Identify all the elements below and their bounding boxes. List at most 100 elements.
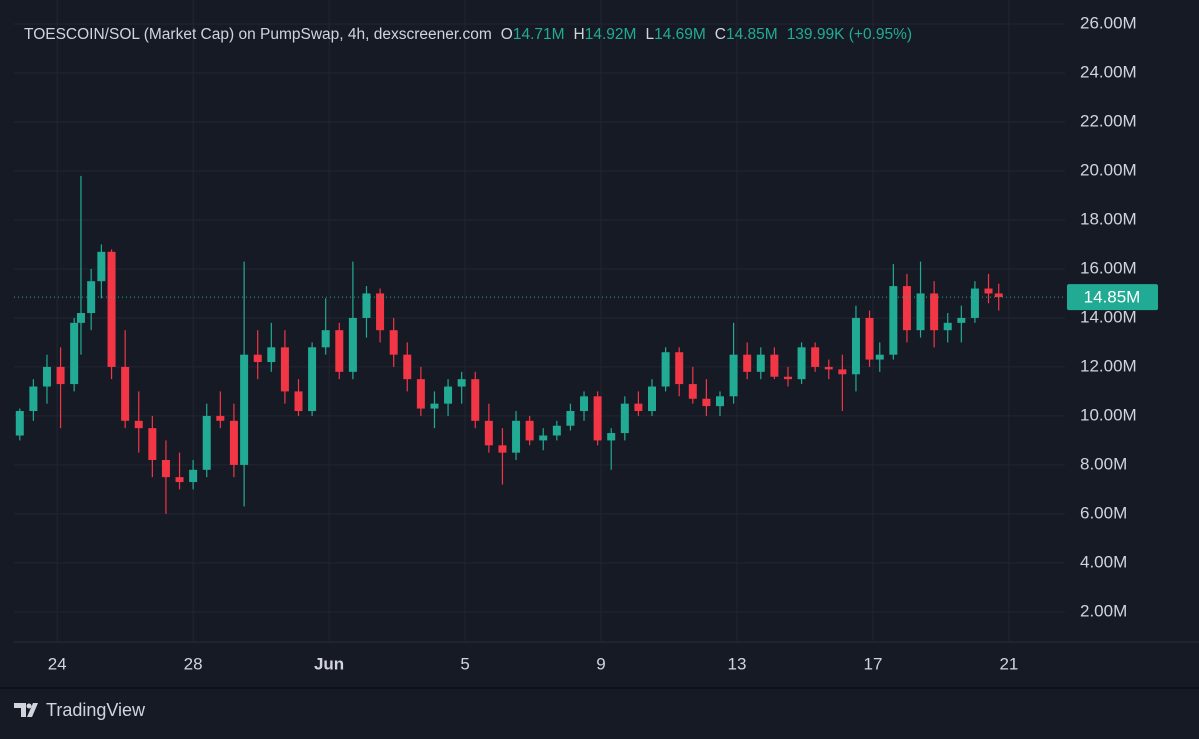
candle-body	[756, 354, 765, 372]
candle-body	[675, 352, 684, 385]
candle-body	[916, 293, 925, 331]
candle-body	[175, 477, 184, 483]
ohlc-label: H	[574, 26, 585, 43]
candle-body	[838, 369, 847, 375]
candle-body	[308, 347, 317, 412]
candle-body	[56, 366, 65, 385]
legend-header: TOESCOIN/SOL (Market Cap) on PumpSwap, 4…	[24, 26, 912, 43]
candle-body	[902, 286, 911, 331]
candle-body	[280, 347, 289, 392]
y-tick-label: 16.00M	[1080, 258, 1137, 277]
candle-body	[335, 330, 344, 372]
candle-body	[348, 317, 357, 372]
logo	[14, 703, 38, 717]
candle-body	[512, 420, 521, 453]
logo-icon	[14, 703, 38, 717]
ohlc-label: L	[645, 26, 654, 43]
candle-body	[294, 391, 303, 412]
candle-body	[134, 420, 143, 429]
y-tick-label: 6.00M	[1080, 503, 1127, 522]
candle-body	[783, 376, 792, 380]
candles	[14, 175, 1065, 514]
candle-body	[457, 379, 466, 387]
y-tick-label: 14.00M	[1080, 307, 1137, 326]
candle-body	[566, 411, 575, 426]
y-tick-label: 4.00M	[1080, 552, 1127, 571]
x-tick-label: 28	[184, 654, 203, 673]
candle-body	[743, 354, 752, 372]
y-tick-label: 12.00M	[1080, 356, 1137, 375]
candle-body	[580, 396, 589, 412]
candle-body	[148, 428, 157, 461]
candle-body	[525, 420, 534, 441]
y-tick-label: 10.00M	[1080, 405, 1137, 424]
candle-body	[851, 317, 860, 375]
candle-body	[97, 251, 106, 282]
y-tick-label: 22.00M	[1080, 111, 1137, 130]
candle-body	[824, 366, 833, 370]
candle-body	[797, 347, 806, 380]
candle-body	[607, 433, 616, 441]
candle-body	[648, 386, 657, 412]
candle-body	[362, 293, 371, 318]
candle-body	[70, 322, 79, 385]
candle-body	[715, 396, 724, 407]
candle-body	[403, 354, 412, 380]
logo-dot	[26, 703, 32, 709]
change-value: 139.99K (+0.95%)	[787, 26, 912, 43]
candle-body	[552, 425, 561, 436]
candle-body	[389, 330, 398, 355]
candle-body	[216, 415, 225, 421]
candle-body	[498, 445, 507, 453]
candle-body	[376, 293, 385, 331]
brand: TradingView	[46, 700, 146, 720]
candle-body	[943, 322, 952, 331]
candle-body	[661, 352, 670, 387]
candle-body	[76, 313, 85, 323]
symbol-title: TOESCOIN/SOL (Market Cap) on PumpSwap, 4…	[24, 26, 492, 43]
candle-body	[229, 420, 238, 465]
x-tick-label: 13	[728, 654, 747, 673]
candle-body	[321, 330, 330, 348]
candle-body	[688, 384, 697, 399]
candle-body	[811, 347, 820, 367]
candle-body	[889, 286, 898, 355]
candle-body	[107, 251, 116, 367]
candle-body	[29, 386, 38, 412]
candle-body	[189, 469, 198, 483]
candle-body	[593, 396, 602, 441]
candle-body	[984, 288, 993, 294]
y-tick-label: 18.00M	[1080, 209, 1137, 228]
ohlc-value: 14.71M	[513, 26, 565, 43]
ohlc-label: O	[501, 26, 513, 43]
candle-body	[253, 354, 262, 363]
candle-body	[970, 288, 979, 318]
candle-body	[161, 460, 170, 478]
candle-body	[634, 403, 643, 412]
candle-body	[620, 403, 629, 434]
x-tick-label: 24	[48, 654, 67, 673]
candle-body	[930, 293, 939, 331]
candle-body	[444, 386, 453, 404]
x-tick-label: Jun	[314, 654, 344, 673]
y-tick-label: 24.00M	[1080, 62, 1137, 81]
last-price-label: 14.85M	[1084, 288, 1141, 307]
x-tick-label: 17	[863, 654, 882, 673]
last-price-tag	[1067, 284, 1158, 311]
candle-body	[729, 354, 738, 397]
candle-body	[865, 317, 874, 360]
candle-body	[471, 379, 480, 421]
y-tick-label: 20.00M	[1080, 160, 1137, 179]
ohlc-label: C	[715, 26, 726, 43]
x-tick-label: 5	[460, 654, 469, 673]
candle-body	[267, 347, 276, 363]
candle-body	[484, 420, 493, 446]
candle-body	[121, 366, 130, 421]
candle-body	[957, 317, 966, 323]
candle-body	[240, 354, 249, 465]
ohlc-value: 14.92M	[585, 26, 637, 43]
ohlc-value: 14.85M	[726, 26, 778, 43]
candle-body	[770, 354, 779, 377]
